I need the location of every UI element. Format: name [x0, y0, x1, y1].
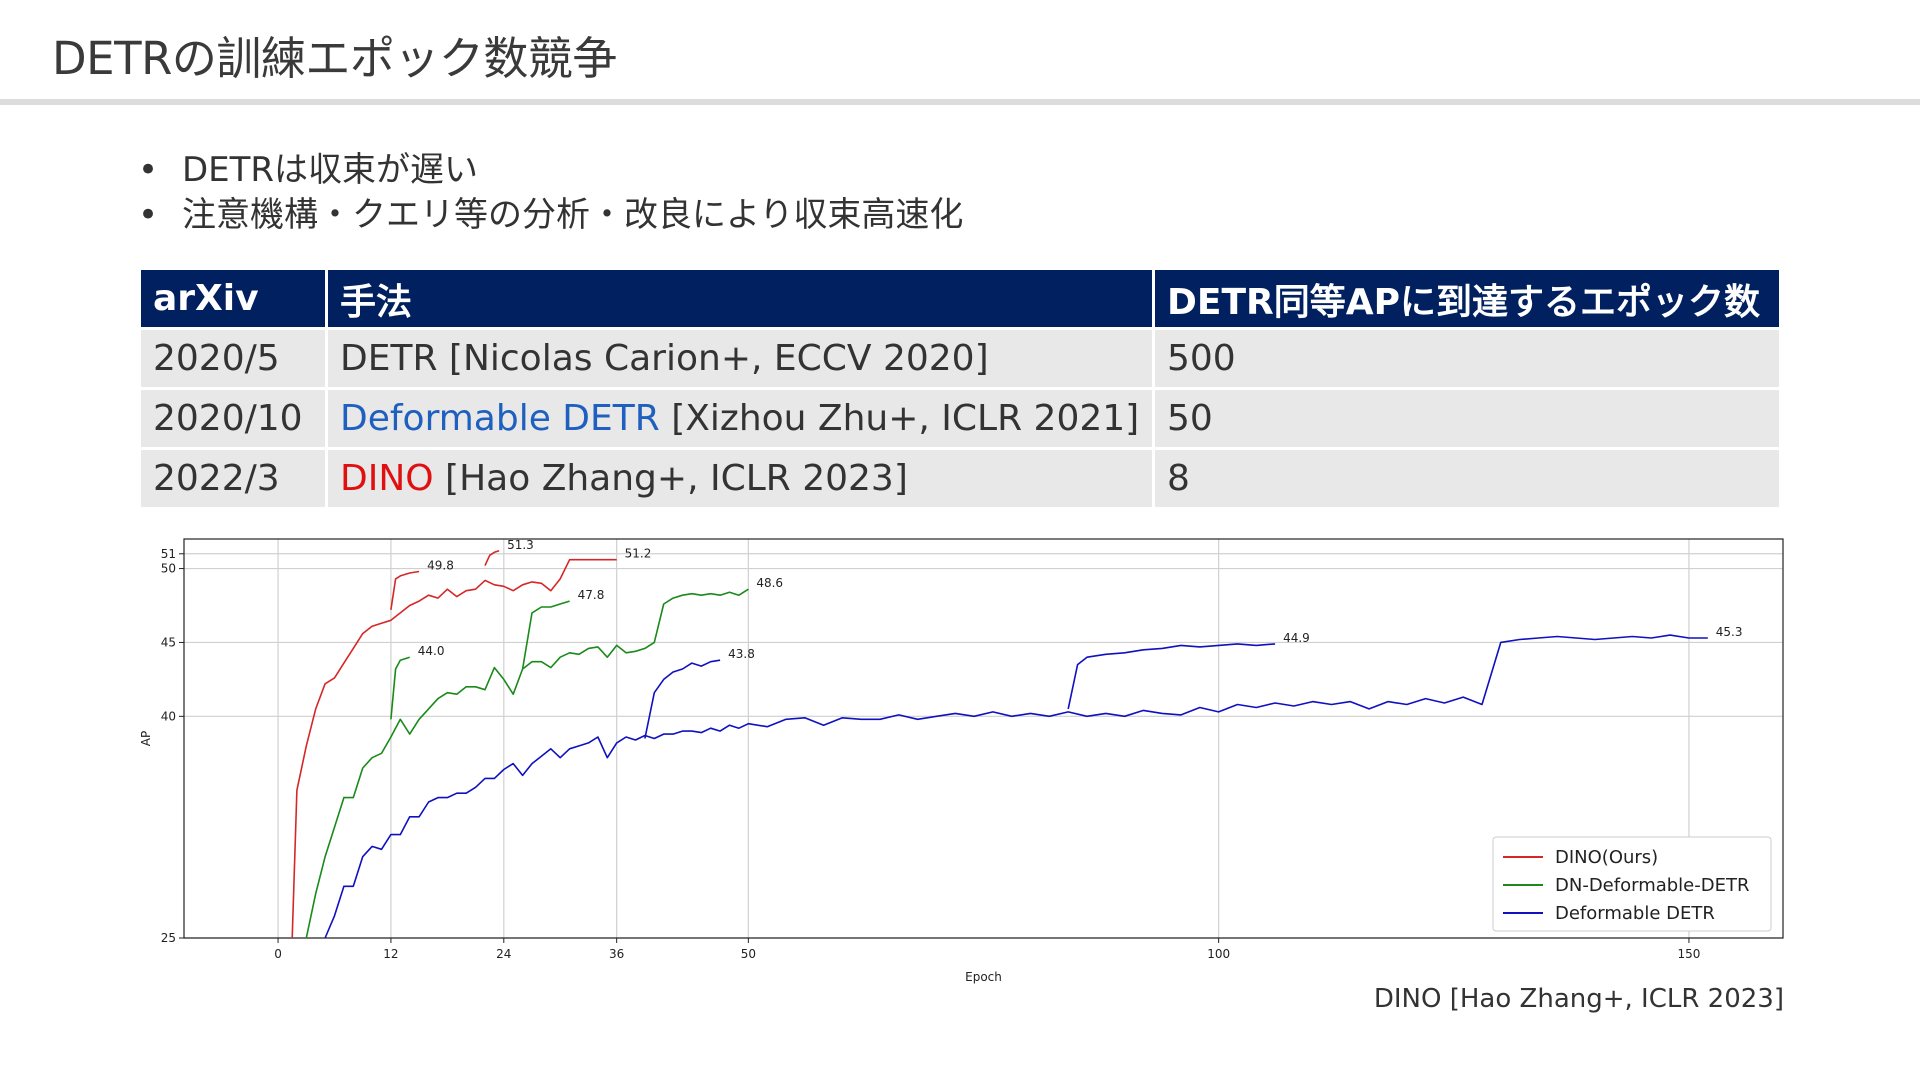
methods-table: arXiv 手法 DETR同等APに到達するエポック数 2020/5 DETR … — [138, 267, 1782, 510]
x-tick-label: 12 — [383, 947, 398, 961]
y-tick-label: 40 — [161, 709, 176, 723]
y-tick-label: 51 — [161, 547, 176, 561]
row-method: DETR [Nicolas Carion+, ECCV 2020] — [328, 330, 1152, 387]
bullet-text: DETRは収束が遅い — [182, 150, 479, 190]
data-label: 44.9 — [1283, 631, 1310, 645]
slide-title: DETRの訓練エポック数競争 — [52, 32, 617, 85]
data-label: 43.8 — [728, 647, 755, 661]
y-tick-label: 25 — [161, 931, 176, 945]
title-divider — [0, 99, 1920, 105]
table-header-row: arXiv 手法 DETR同等APに到達するエポック数 — [141, 270, 1779, 327]
x-tick-label: 24 — [496, 947, 511, 961]
series-line — [390, 570, 420, 611]
header-epochs: DETR同等APに到達するエポック数 — [1155, 270, 1779, 327]
series-line — [484, 550, 500, 566]
series-line — [390, 656, 410, 720]
x-tick-label: 150 — [1677, 947, 1700, 961]
x-axis-label: Epoch — [965, 970, 1002, 984]
series-line — [521, 600, 570, 670]
row-date: 2020/5 — [141, 330, 325, 387]
x-tick-label: 100 — [1207, 947, 1230, 961]
method-ref: DETR [Nicolas Carion+, ECCV 2020] — [340, 338, 989, 379]
series-line — [1067, 643, 1276, 710]
x-tick-label: 50 — [741, 947, 756, 961]
bullet-item: • 注意機構・クエリ等の分析・改良により収束高速化 — [138, 193, 963, 238]
bullet-text: 注意機構・クエリ等の分析・改良により収束高速化 — [182, 195, 964, 235]
table-row: 2020/10 Deformable DETR [Xizhou Zhu+, IC… — [141, 390, 1779, 447]
header-arxiv: arXiv — [141, 270, 325, 327]
row-method: Deformable DETR [Xizhou Zhu+, ICLR 2021] — [328, 390, 1152, 447]
bullet-dot: • — [138, 195, 159, 235]
row-epochs: 8 — [1155, 450, 1779, 507]
y-tick-label: 50 — [161, 562, 176, 576]
legend-label: DN-Deformable-DETR — [1555, 875, 1749, 896]
x-tick-label: 0 — [274, 947, 282, 961]
row-date: 2020/10 — [141, 390, 325, 447]
row-method: DINO [Hao Zhang+, ICLR 2023] — [328, 450, 1152, 507]
data-label: 45.3 — [1716, 625, 1743, 639]
series-line — [324, 634, 1708, 939]
method-name: Deformable DETR — [340, 398, 660, 439]
method-name: DINO — [340, 458, 434, 499]
method-ref: [Xizhou Zhu+, ICLR 2021] — [659, 398, 1140, 439]
y-axis-label: AP — [139, 731, 153, 746]
row-epochs: 50 — [1155, 390, 1779, 447]
figure-caption: DINO [Hao Zhang+, ICLR 2023] — [1373, 984, 1784, 1014]
series-line — [644, 659, 721, 739]
plot-frame — [183, 538, 1784, 939]
bullet-list: • DETRは収束が遅い • 注意機構・クエリ等の分析・改良により収束高速化 — [138, 148, 963, 238]
bullet-item: • DETRは収束が遅い — [138, 148, 963, 193]
data-label: 47.8 — [578, 588, 605, 602]
legend-label: Deformable DETR — [1555, 903, 1715, 924]
series-line — [305, 588, 749, 939]
data-label: 44.0 — [418, 644, 445, 658]
table-row: 2022/3 DINO [Hao Zhang+, ICLR 2023] 8 — [141, 450, 1779, 507]
data-label: 51.2 — [625, 547, 652, 561]
data-label: 51.3 — [507, 538, 534, 552]
data-label: 49.8 — [427, 559, 454, 573]
bullet-dot: • — [138, 150, 159, 190]
legend-label: DINO(Ours) — [1555, 847, 1658, 868]
method-ref: [Hao Zhang+, ICLR 2023] — [433, 458, 908, 499]
row-epochs: 500 — [1155, 330, 1779, 387]
row-date: 2022/3 — [141, 450, 325, 507]
chart-legend — [1492, 836, 1772, 932]
header-method: 手法 — [328, 270, 1152, 327]
data-label: 48.6 — [756, 576, 783, 590]
ap-epoch-chart: 0 12 24 36 50 100 1502540455051EpochAP49.851.3… — [139, 538, 1784, 984]
y-tick-label: 45 — [161, 635, 176, 649]
table-row: 2020/5 DETR [Nicolas Carion+, ECCV 2020]… — [141, 330, 1779, 387]
series-line — [291, 558, 617, 939]
x-tick-label: 36 — [609, 947, 624, 961]
